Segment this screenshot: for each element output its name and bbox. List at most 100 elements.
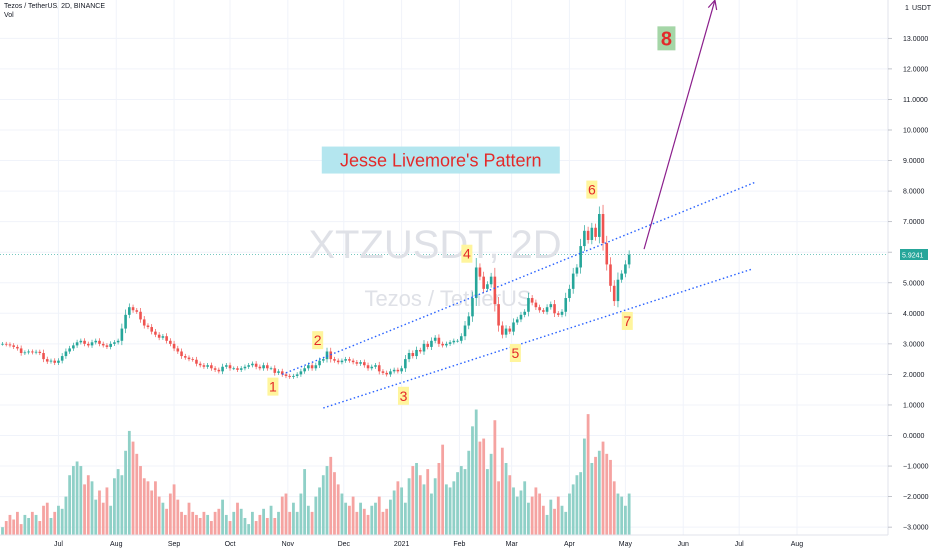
candle-body [583,230,586,247]
candle-body [325,351,329,360]
wave-label: 2 [314,332,322,348]
volume-bar [262,508,265,535]
candle-body [519,314,523,320]
candle-body [101,343,105,346]
volume-bar [374,502,377,535]
candle-body [161,336,165,338]
volume-bar [12,519,16,535]
candle-body [288,375,292,377]
candle-body [363,362,366,366]
volume-bar [478,441,482,535]
volume-bar [597,450,601,535]
volume-bar [620,496,624,535]
candle-body [504,328,508,335]
volume-bar [586,414,590,535]
volume-bar [120,475,124,535]
volume-bar [500,447,504,535]
candle-body [135,310,139,312]
candle-body [45,359,49,362]
price-tick-label: 11.0000 [903,97,928,104]
candle-body [433,337,437,341]
time-tick-label: 2021 [394,541,410,548]
volume-bar [127,430,131,535]
candle-body [515,319,519,323]
candle-body [307,365,310,369]
volume-bar [57,505,60,535]
volume-bar [422,484,426,535]
volume-bar [582,438,586,535]
volume-bar [594,456,597,535]
volume-bar [198,517,202,535]
volume-bar [347,505,351,535]
candle-body [239,368,243,370]
candle-body [157,334,161,338]
volume-bar [45,502,49,535]
time-tick-label: Jul [735,541,744,548]
candle-body [538,307,541,311]
candle-body [586,230,590,240]
volume-bar [389,499,392,535]
volume-bar [359,502,362,535]
candle-body [486,284,489,289]
volume-bar [336,484,340,535]
candle-body [94,340,98,343]
candle-body [389,371,392,375]
candle-body [471,298,474,317]
candle-body [366,365,370,369]
time-tick-label: Oct [225,541,236,548]
candle-body [579,246,582,268]
volume-bar [131,441,135,535]
volume-bar [515,496,519,535]
price-tick-label: 12.0000 [903,66,928,73]
volume-bar [321,475,325,535]
volume-bar [142,478,146,535]
volume-bars [1,409,631,535]
candle-body [545,307,549,312]
candle-body [169,340,172,344]
volume-bar [98,490,101,535]
volume-bar [448,487,452,535]
wave-label-box [461,244,473,263]
price-axis-unit-prefix: 1 [905,5,909,12]
candle-body [299,371,303,375]
wave-label: 1 [269,379,277,395]
volume-bar [105,487,109,535]
volume-bar [146,481,150,535]
volume-bar [109,505,113,535]
volume-bar [340,493,344,535]
volume-bar [116,469,120,535]
candle-body [86,343,90,346]
volume-bar [325,466,329,535]
volume-bar [430,493,433,535]
volume-bar [306,505,310,535]
candle-body [183,356,187,358]
volume-bar [232,511,236,535]
chart-header-symbol: Tezos / TetherUS, 2D, BINANCE [4,3,106,10]
projection-arrow-head [714,0,718,11]
volume-bar [590,462,594,535]
candle-body [116,340,120,343]
volume-bar [463,469,467,535]
candle-body [489,276,493,285]
price-tick-label: 3.0000 [903,341,925,348]
volume-bar [538,493,542,535]
volume-bar [19,524,23,535]
volume-bar [575,475,579,535]
volume-bar [624,505,627,535]
pattern-title: Jesse Livemore's Pattern [340,151,542,171]
candle-body [75,342,79,346]
volume-bar [191,511,195,535]
candle-body [53,360,57,363]
volume-bar [534,487,538,535]
candle-body [445,343,448,346]
candle-body [627,254,631,265]
candle-body [501,325,504,335]
volume-bar [195,514,198,535]
candle-body [448,342,452,344]
candle-body [49,360,53,362]
volume-bar [392,490,396,535]
candle-body [556,313,560,315]
candle-body [131,307,135,311]
candle-body [217,369,221,372]
volume-bar [400,487,404,535]
